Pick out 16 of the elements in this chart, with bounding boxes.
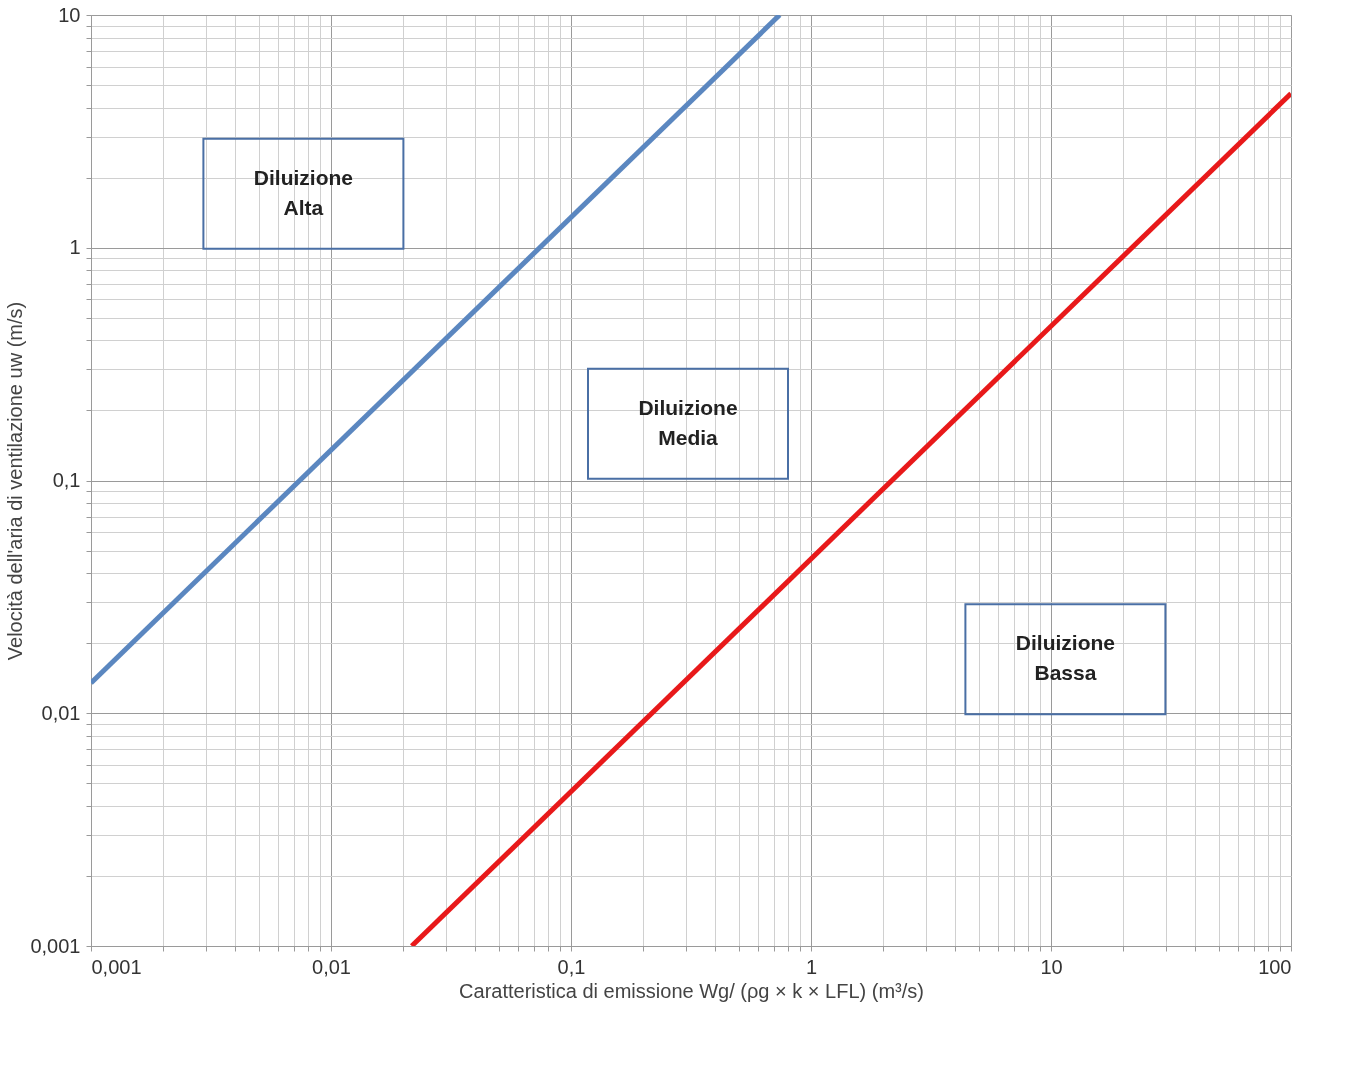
x-tick-label: 10 (1040, 955, 1063, 978)
x-tick-label: 100 (1258, 955, 1292, 978)
y-tick-label: 0,1 (52, 469, 81, 491)
y-tick-label: 0,01 (41, 701, 81, 724)
x-tick-label: 0,1 (557, 955, 586, 978)
x-tick-label: 1 (805, 955, 818, 978)
y-axis-title: Velocità dell'aria di ventilazione uw (m/s) (4, 301, 27, 661)
annotation: Diluizione Bassa (1015, 631, 1115, 685)
annotation: Diluizione Media (638, 395, 738, 449)
annotation: Diluizione Alta (253, 165, 353, 219)
x-tick-label: 0,01 (312, 955, 351, 978)
y-tick-label: 0,001 (30, 934, 81, 957)
y-tick-label: 10 (58, 3, 81, 26)
y-tick-label: 1 (69, 236, 81, 259)
x-axis-title: Caratteristica di emissione Wg/ (ρg × k × LFL) (m³/s) (459, 979, 924, 1002)
x-tick-label: 0,001 (91, 955, 142, 978)
